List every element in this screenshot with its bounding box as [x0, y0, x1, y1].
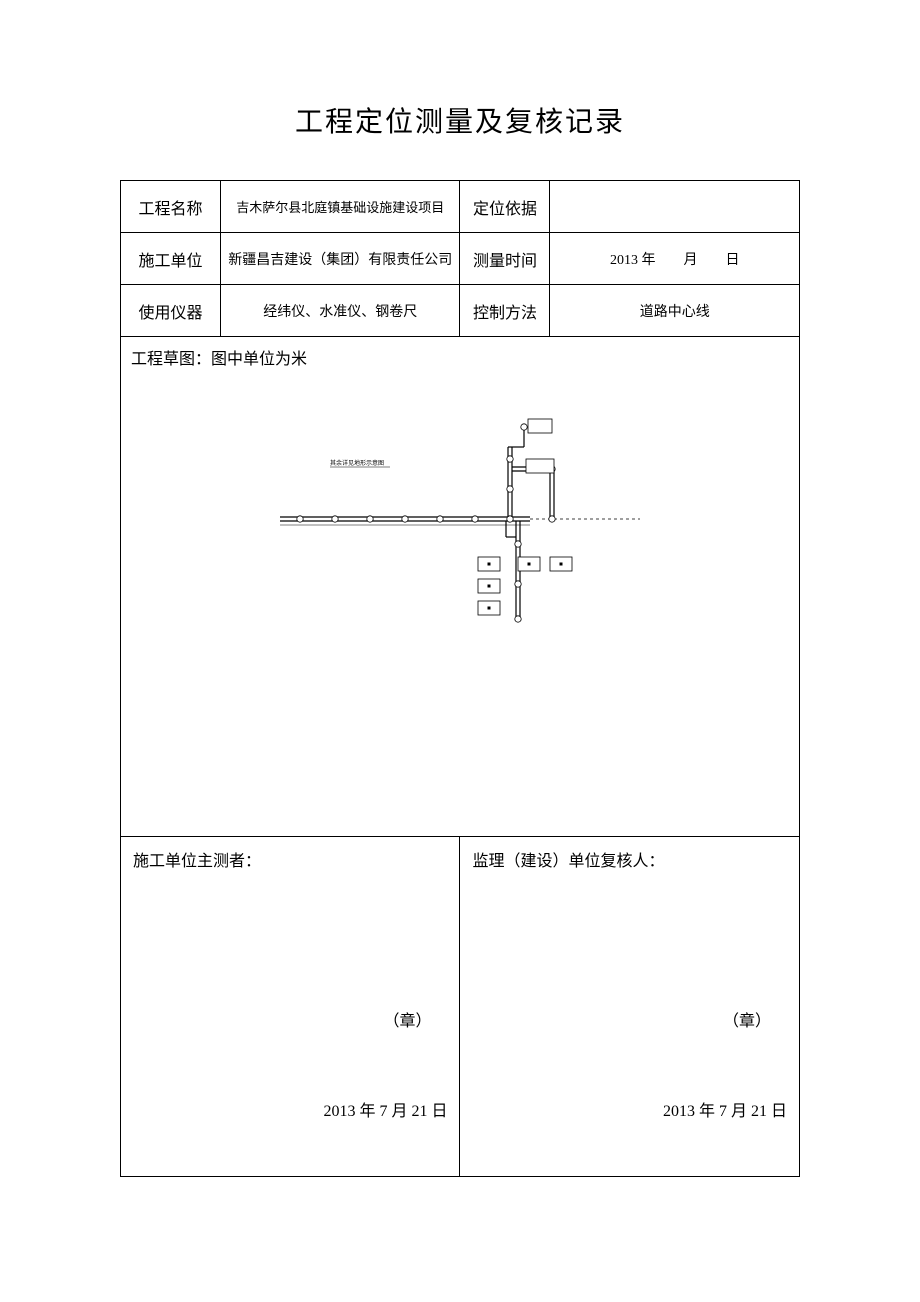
row-contractor: 施工单位 新疆昌吉建设（集团）有限责任公司 测量时间 2013 年 月 日	[121, 233, 800, 285]
value-contractor: 新疆昌吉建设（集团）有限责任公司	[220, 233, 460, 285]
value-instrument: 经纬仪、水准仪、钢卷尺	[220, 285, 460, 337]
stamp-left: （章）	[383, 1007, 431, 1031]
label-meas-time: 测量时间	[460, 233, 550, 285]
stamp-right: （章）	[723, 1007, 771, 1031]
sig-supervisor: 监理（建设）单位复核人： （章） 2013 年 7 月 21 日	[460, 837, 800, 1177]
value-project-name: 吉木萨尔县北庭镇基础设施建设项目	[220, 181, 460, 233]
label-ctrl-method: 控制方法	[460, 285, 550, 337]
sketch-label: 工程草图：图中单位为米	[131, 345, 789, 369]
label-basis: 定位依据	[460, 181, 550, 233]
sig-supervisor-label: 监理（建设）单位复核人：	[472, 853, 664, 870]
label-contractor: 施工单位	[121, 233, 221, 285]
row-project-name: 工程名称 吉木萨尔县北庭镇基础设施建设项目 定位依据	[121, 181, 800, 233]
sig-contractor-label: 施工单位主测者：	[133, 853, 261, 870]
page-title: 工程定位测量及复核记录	[120, 100, 800, 140]
diagram-container: 其余详见地形示意图	[131, 389, 789, 649]
label-instrument: 使用仪器	[121, 285, 221, 337]
sketch-cell: 工程草图：图中单位为米 其余详见地形示意图	[121, 337, 800, 837]
value-basis	[550, 181, 800, 233]
value-meas-time: 2013 年 月 日	[550, 233, 800, 285]
row-sketch: 工程草图：图中单位为米 其余详见地形示意图	[121, 337, 800, 837]
sig-contractor: 施工单位主测者： （章） 2013 年 7 月 21 日	[121, 837, 460, 1177]
value-ctrl-method: 道路中心线	[550, 285, 800, 337]
sig-date-right: 2013 年 7 月 21 日	[663, 1097, 787, 1121]
label-project-name: 工程名称	[121, 181, 221, 233]
sketch-diagram: 其余详见地形示意图	[260, 389, 660, 649]
row-instrument: 使用仪器 经纬仪、水准仪、钢卷尺 控制方法 道路中心线	[121, 285, 800, 337]
sig-date-left: 2013 年 7 月 21 日	[323, 1097, 447, 1121]
row-signatures: 施工单位主测者： （章） 2013 年 7 月 21 日 监理（建设）单位复核人…	[121, 837, 800, 1177]
record-table: 工程名称 吉木萨尔县北庭镇基础设施建设项目 定位依据 施工单位 新疆昌吉建设（集…	[120, 180, 800, 1177]
svg-text:其余详见地形示意图: 其余详见地形示意图	[330, 459, 384, 467]
